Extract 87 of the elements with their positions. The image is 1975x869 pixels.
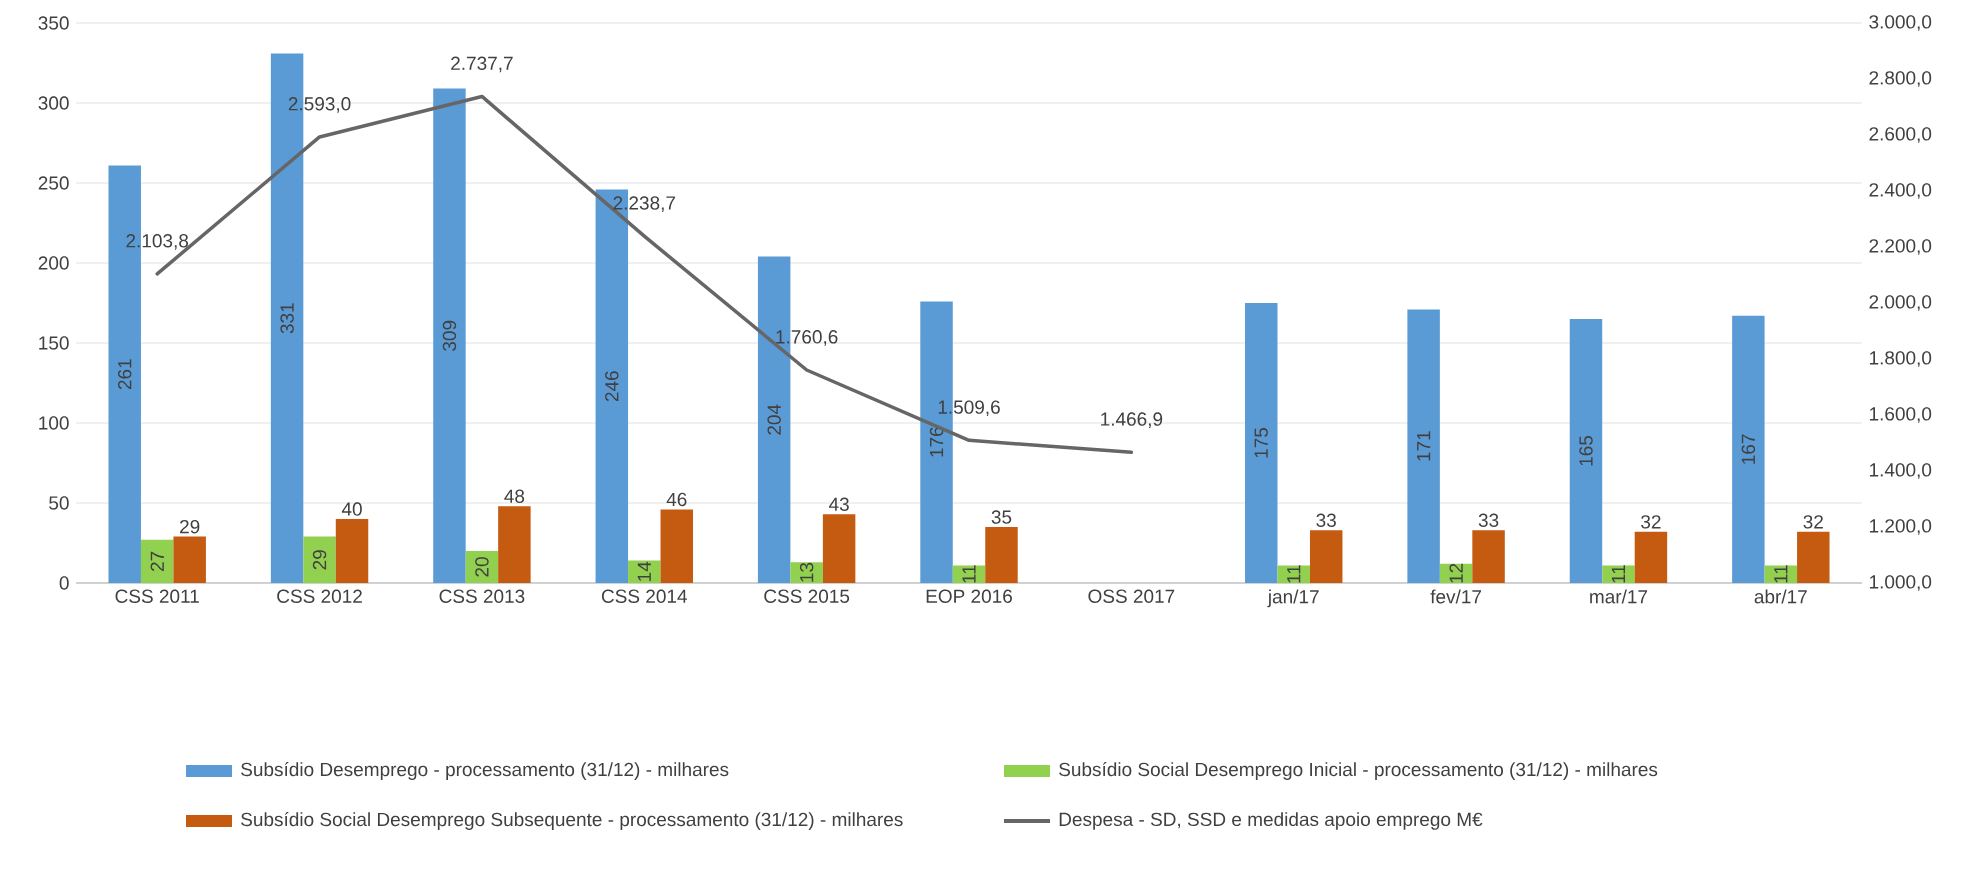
bar — [1602, 565, 1635, 583]
bar — [1407, 309, 1440, 583]
data-label: 331 — [280, 303, 294, 334]
y-tick-label: 300 — [38, 96, 69, 110]
bar — [1732, 315, 1765, 583]
data-label: 32 — [1803, 515, 1823, 529]
data-label: 171 — [1417, 431, 1431, 461]
data-label: 246 — [605, 371, 619, 402]
x-tick-label: EOP 2016 — [926, 589, 1012, 603]
x-tick-label: CSS 2015 — [764, 589, 850, 603]
bar — [498, 506, 531, 583]
data-label: 261 — [117, 359, 132, 390]
data-label: 309 — [442, 320, 457, 351]
data-label: 35 — [991, 510, 1012, 524]
bar — [1245, 302, 1278, 583]
data-label: 48 — [504, 489, 525, 503]
y2-tick-label: 3.000,0 — [1869, 15, 1932, 31]
y2-tick-label: 2.000,0 — [1869, 295, 1932, 311]
data-label: 11 — [962, 565, 976, 583]
bar — [790, 562, 823, 583]
data-label: 29 — [180, 519, 200, 534]
data-label: 11 — [1774, 565, 1788, 583]
bar — [335, 518, 369, 583]
bar — [173, 536, 206, 583]
bar — [303, 536, 336, 583]
bar — [1472, 530, 1505, 583]
data-label: 204 — [767, 404, 781, 435]
data-label: 27 — [150, 551, 164, 571]
data-label: 46 — [666, 492, 687, 507]
legend-label: Subsídio Social Desemprego Subsequente - processamento (31/12) - milhares — [241, 812, 903, 830]
legend-label: Subsídio Social Desemprego Inicial - processamento (31/12) - milhares — [1059, 762, 1658, 780]
y2-tick-label: 1.400,0 — [1869, 463, 1932, 479]
data-label: 33 — [1316, 513, 1336, 527]
bar — [1764, 565, 1798, 583]
x-tick-label: OSS 2017 — [1088, 589, 1175, 603]
x-tick-label: CSS 2012 — [277, 589, 362, 603]
bar — [433, 88, 466, 583]
data-label: 13 — [799, 562, 814, 582]
y-tick-label: 100 — [39, 416, 69, 430]
legend-label: Despesa - SD, SSD e medidas apoio emprego M€ — [1059, 812, 1483, 830]
y2-tick-label: 1.200,0 — [1869, 519, 1932, 535]
x-tick-label: abr/17 — [1754, 589, 1807, 604]
data-label: 11 — [1611, 565, 1625, 583]
data-label: 1.466,9 — [1101, 412, 1163, 429]
data-label: 175 — [1254, 427, 1268, 458]
data-label: 167 — [1741, 434, 1756, 464]
y2-tick-label: 2.200,0 — [1869, 239, 1932, 255]
bar — [1797, 531, 1830, 583]
data-label: 29 — [312, 550, 327, 570]
y2-tick-label: 2.400,0 — [1869, 183, 1932, 199]
x-tick-label: CSS 2014 — [601, 589, 687, 603]
legend-label: Subsídio Desemprego - processamento (31/12) - milhares — [241, 762, 729, 780]
x-tick-label: jan/17 — [1267, 589, 1319, 608]
data-label: 43 — [828, 497, 849, 511]
bar — [985, 526, 1018, 583]
bar — [140, 539, 174, 583]
y2-tick-label: 1.800,0 — [1869, 351, 1932, 367]
y-tick-label: 200 — [38, 256, 69, 270]
data-label: 165 — [1579, 435, 1593, 466]
data-label: 14 — [637, 561, 651, 581]
data-label: 33 — [1478, 513, 1499, 527]
x-tick-label: CSS 2011 — [115, 589, 199, 603]
y-tick-label: 150 — [39, 336, 69, 350]
y-tick-label: 350 — [38, 16, 69, 30]
bar — [660, 509, 693, 583]
y-tick-label: 50 — [49, 496, 69, 510]
data-label: 2.737,7 — [451, 56, 513, 73]
data-label: 12 — [1449, 563, 1463, 583]
bar — [1277, 565, 1310, 583]
bar — [1309, 530, 1343, 583]
bar — [822, 514, 856, 583]
data-label: 40 — [341, 502, 362, 516]
y-tick-label: 0 — [59, 576, 69, 590]
data-label: 20 — [475, 557, 489, 577]
y2-tick-label: 1.000,0 — [1869, 575, 1932, 591]
x-tick-label: fev/17 — [1430, 589, 1482, 604]
y2-tick-label: 2.600,0 — [1869, 127, 1932, 143]
data-label: 32 — [1641, 515, 1661, 529]
x-tick-label: mar/17 — [1590, 589, 1648, 604]
y2-tick-label: 2.800,0 — [1869, 71, 1932, 87]
bar — [465, 550, 499, 583]
x-tick-label: CSS 2013 — [439, 589, 525, 603]
y2-tick-label: 1.600,0 — [1869, 407, 1932, 423]
y-tick-label: 250 — [38, 176, 69, 190]
bar — [1569, 318, 1603, 583]
data-label: 11 — [1287, 565, 1301, 583]
bar — [1634, 531, 1668, 583]
